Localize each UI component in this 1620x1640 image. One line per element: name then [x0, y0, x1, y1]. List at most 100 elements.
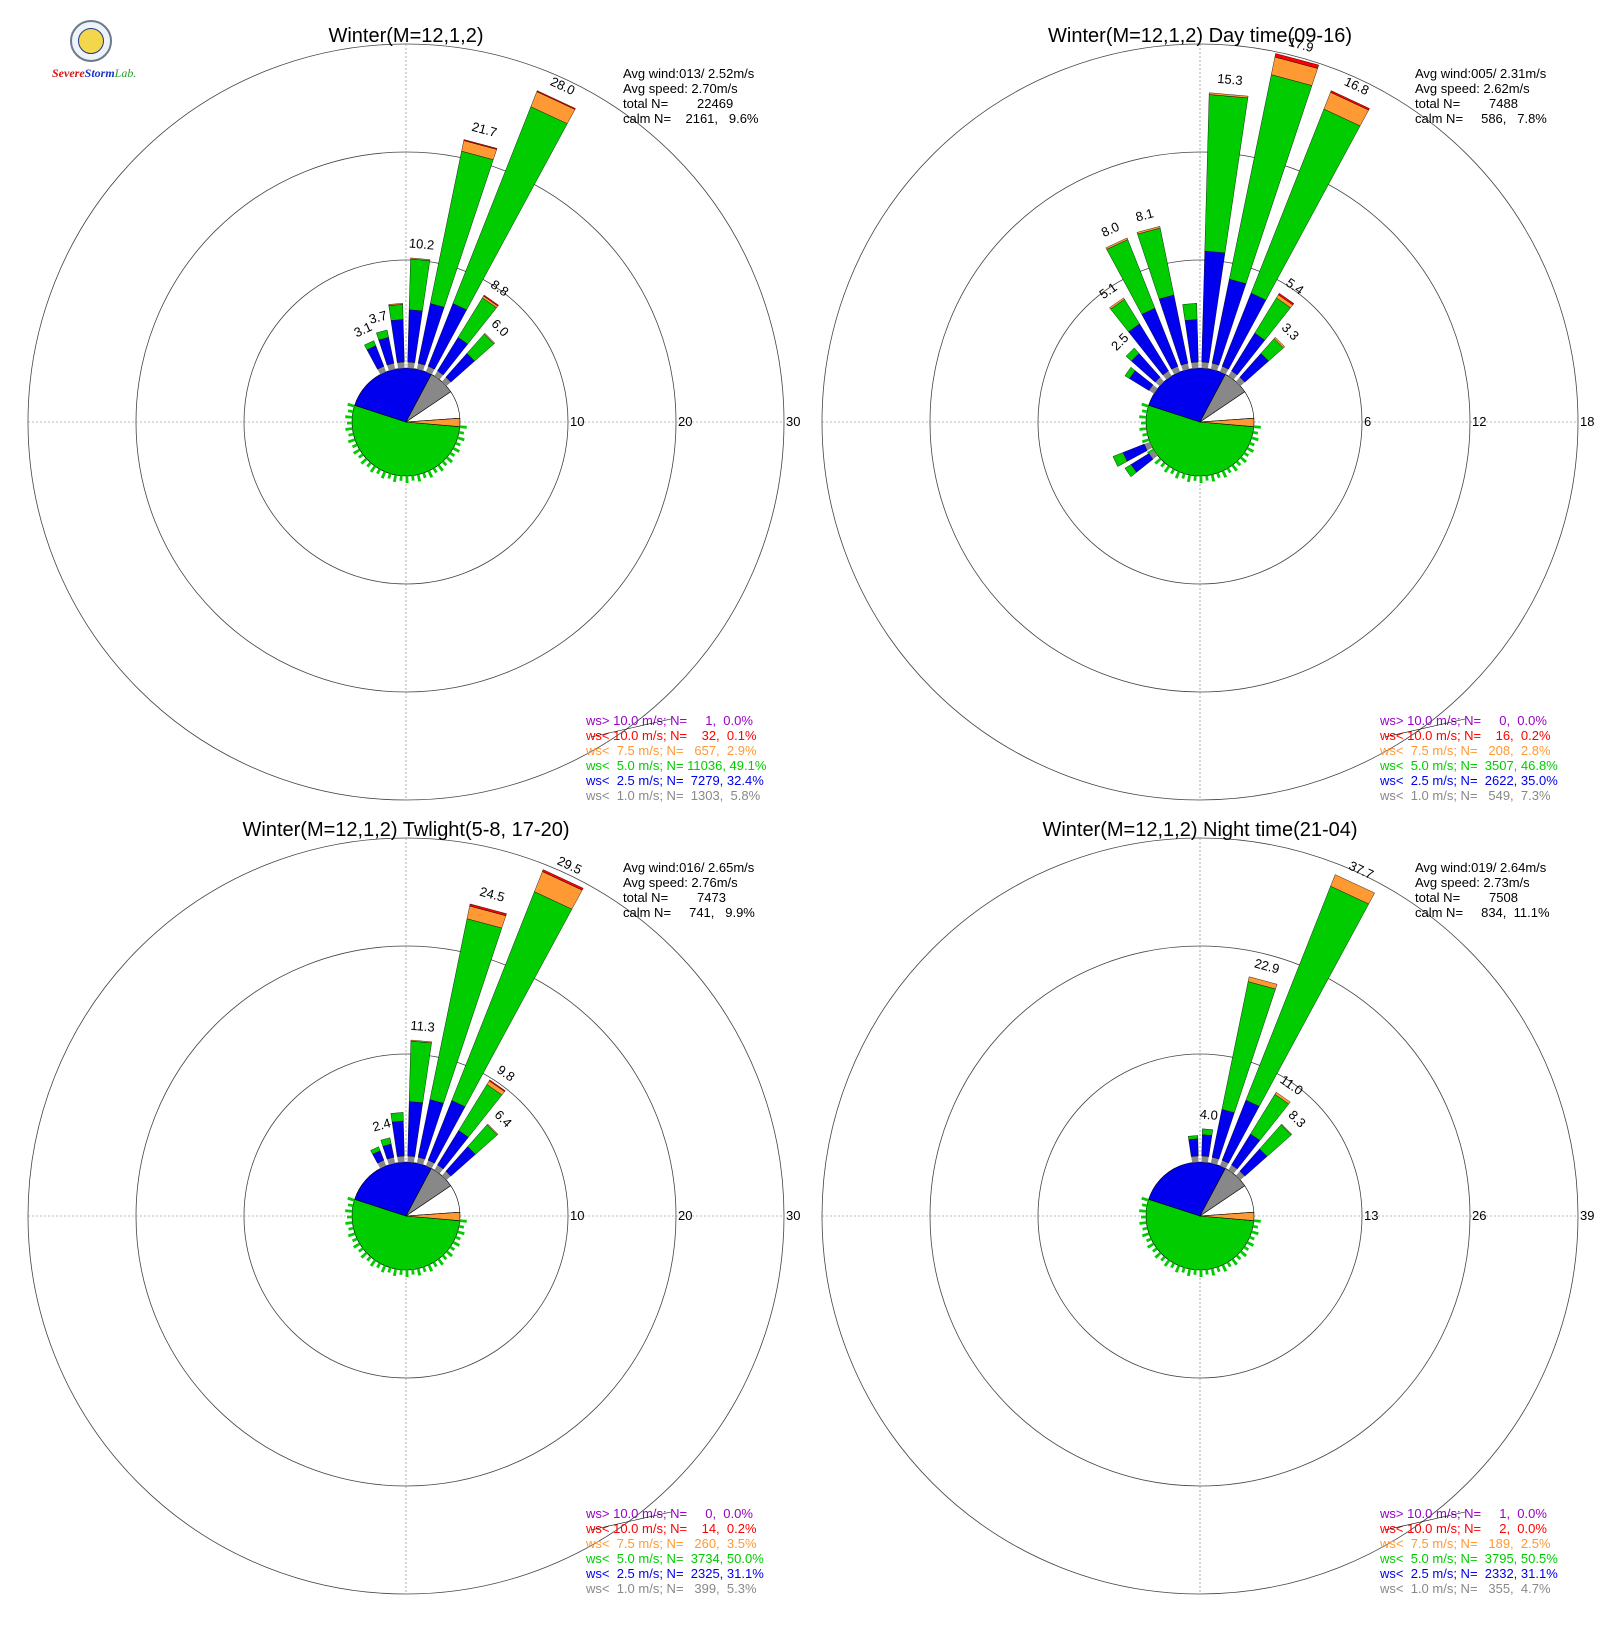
core-edge-tick [1139, 415, 1147, 419]
core-edge-tick [1216, 472, 1221, 479]
core-edge-tick [1253, 425, 1261, 429]
core-edge-tick [449, 451, 456, 458]
core-edge-tick [347, 409, 354, 413]
core-edge-tick [345, 415, 353, 419]
core-edge-tick [457, 436, 465, 442]
stats-line: total N= 7508 [1415, 890, 1518, 905]
ring-tick-label: 10 [570, 414, 584, 429]
stats-line: Avg wind:005/ 2.31m/s [1415, 66, 1547, 81]
bar-segment-lt25 [1188, 1138, 1199, 1157]
core-edge-tick [1145, 1237, 1152, 1243]
core-edge-tick [347, 438, 356, 444]
legend-entry-lt10: ws< 10.0 m/s; N= 2, 0.0% [1379, 1521, 1547, 1536]
core-edge-tick [458, 431, 465, 435]
stats-line: Avg speed: 2.62m/s [1415, 81, 1530, 96]
core-edge-tick [360, 457, 368, 465]
bar-segment-lt10 [463, 139, 498, 150]
core-edge-tick [1141, 1203, 1148, 1207]
core-edge-tick [399, 475, 403, 481]
core-edge-tick [399, 1269, 403, 1275]
bar-segment-lt75 [486, 1123, 499, 1136]
core-edge-tick [405, 475, 409, 483]
bar-segment-lt75 [1208, 92, 1249, 99]
core-edge-tick [1246, 1241, 1255, 1247]
bar-segment-lt50 [390, 1112, 404, 1123]
core-edge-tick [1226, 467, 1232, 474]
bar-segment-lt25 [1201, 1134, 1213, 1157]
core-edge-tick [1141, 1196, 1149, 1202]
core-edge-tick [1239, 1250, 1248, 1258]
core-edge-tick [459, 425, 467, 429]
core-edge-tick [458, 1225, 465, 1229]
legend-entry-gt10: ws> 10.0 m/s; N= 0, 0.0% [1379, 713, 1547, 728]
core-edge-tick [1142, 1226, 1148, 1231]
bar-segment-lt10ms [416, 1157, 425, 1165]
bar-value-label: 8.0 [1099, 219, 1122, 240]
legend-entry-lt75: ws< 7.5 m/s; N= 208, 2.8% [1379, 743, 1551, 758]
core-edge-tick [1181, 1267, 1186, 1273]
ring-tick-label: 20 [678, 1208, 692, 1223]
bar-segment-lt50 [1188, 1135, 1199, 1140]
bar-segment-lt10 [1330, 90, 1370, 111]
ring-tick-label: 10 [570, 1208, 584, 1223]
bar-value-label: 16.8 [1342, 74, 1371, 98]
core-edge-tick [345, 427, 353, 431]
bar-segment-lt25 [382, 1143, 395, 1160]
core-edge-tick [1146, 1242, 1155, 1249]
core-edge-tick [1252, 1225, 1259, 1229]
core-edge-tick [441, 1254, 448, 1261]
bar-value-label: 29.5 [555, 853, 584, 877]
core-edge-tick [452, 447, 461, 453]
core-edge-tick [427, 1264, 434, 1272]
core-edge-tick [352, 448, 361, 455]
core-edge-tick [1243, 451, 1250, 458]
stats-line: Avg speed: 2.73m/s [1415, 875, 1530, 890]
core-edge-tick [392, 474, 397, 483]
core-edge-tick [1163, 1259, 1171, 1267]
bar-segment-lt10ms [1155, 377, 1165, 387]
bar-segment-lt10ms [441, 377, 451, 387]
core-edge-tick [1252, 431, 1259, 435]
core-edge-tick [1141, 409, 1148, 413]
bar-segment-lt25 [390, 319, 405, 363]
legend-entry-lt50: ws< 5.0 m/s; N= 3507, 46.8% [1379, 758, 1558, 773]
bar-segment-lt10ms [387, 363, 396, 371]
chart-title: Winter(M=12,1,2) Twlight(5-8, 17-20) [243, 819, 570, 841]
stats-line: total N= 22469 [623, 96, 733, 111]
core-edge-tick [1141, 421, 1147, 425]
core-slice-lt25 [1148, 1161, 1226, 1217]
bar-value-label: 9.8 [494, 1062, 517, 1085]
bar-segment-lt50 [1182, 303, 1198, 321]
core-edge-tick [360, 1251, 368, 1259]
core-edge-tick [416, 474, 422, 482]
core-edge-tick [445, 1250, 454, 1258]
bar-segment-lt50 [1202, 1128, 1213, 1136]
legend-entry-lt75: ws< 7.5 m/s; N= 260, 3.5% [585, 1536, 757, 1551]
core-edge-tick [1141, 1232, 1150, 1238]
core-edge-tick [348, 1226, 354, 1231]
stats-line: Avg wind:016/ 2.65m/s [623, 860, 755, 875]
bar-value-label: 3.7 [367, 308, 388, 327]
bar-segment-lt10ms [1148, 384, 1158, 394]
bar-segment-lt10 [536, 90, 576, 110]
core-edge-tick [1163, 465, 1171, 473]
core-edge-tick [432, 467, 438, 474]
bar-segment-lt10 [1278, 292, 1295, 306]
core-edge-tick [422, 472, 427, 479]
core-edge-tick [427, 470, 434, 478]
core-edge-tick [1186, 474, 1191, 483]
core-edge-tick [369, 465, 377, 473]
stats-line: Avg speed: 2.76m/s [623, 875, 738, 890]
bar-value-label: 2.4 [371, 1115, 392, 1134]
bar-segment-lt10ms [416, 363, 425, 371]
bar-value-label: 11.3 [410, 1018, 436, 1035]
bar-value-label: 10.2 [408, 235, 435, 252]
core-edge-tick [437, 1258, 444, 1266]
legend-entry-lt10ms: ws< 1.0 m/s; N= 1303, 5.8% [585, 788, 761, 803]
core-edge-tick [351, 1237, 358, 1243]
legend-entry-lt25: ws< 2.5 m/s; N= 7279, 32.4% [585, 773, 764, 788]
bar-value-label: 6.4 [492, 1107, 515, 1130]
core-edge-tick [452, 1241, 461, 1247]
ring-tick-label: 26 [1472, 1208, 1486, 1223]
bar-segment-lt75 [1105, 237, 1129, 250]
